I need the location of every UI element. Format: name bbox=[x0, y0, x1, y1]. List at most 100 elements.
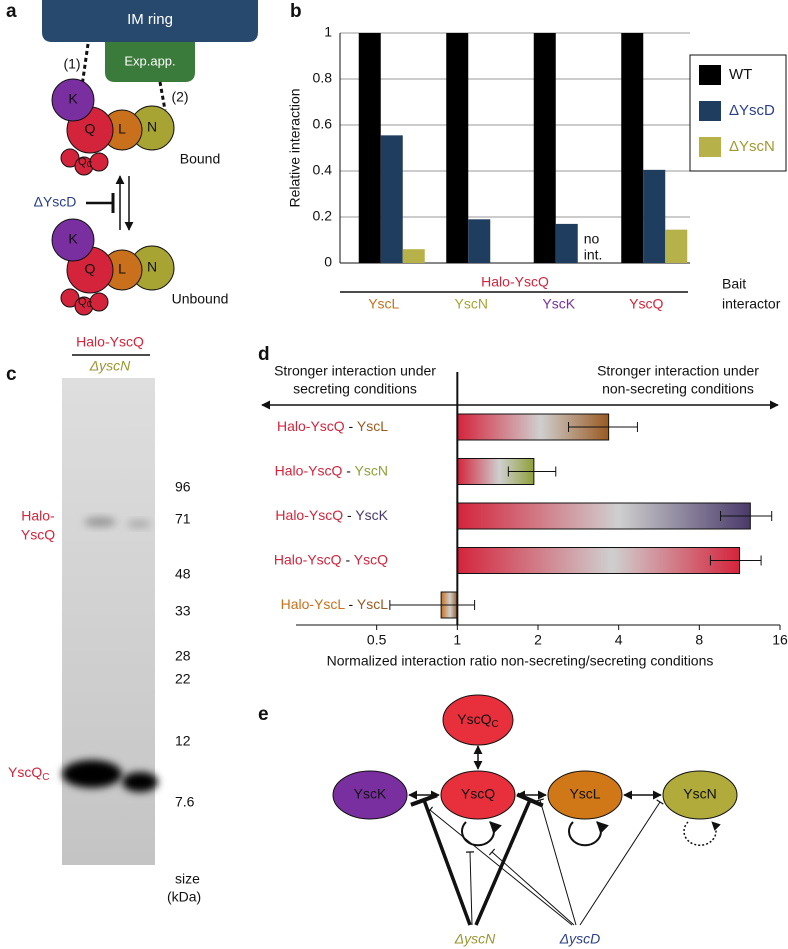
band-label: YscQ bbox=[21, 527, 55, 543]
protein-label: K bbox=[68, 91, 78, 107]
mutant-label: ΔyscN bbox=[454, 931, 496, 947]
state-label: Unbound bbox=[172, 291, 229, 307]
prey-label: YscL bbox=[357, 596, 388, 612]
link bbox=[78, 43, 90, 101]
marker-label: 12 bbox=[175, 733, 191, 749]
self-loop bbox=[683, 821, 721, 846]
annotation: int. bbox=[584, 247, 603, 263]
panel-label: d bbox=[258, 344, 270, 365]
protein-label: N bbox=[147, 259, 157, 275]
protein-label: L bbox=[118, 121, 126, 137]
bait-label: Halo-YscQ bbox=[277, 418, 345, 434]
x-tick-label: YscN bbox=[455, 296, 488, 312]
header: Stronger interaction under bbox=[274, 363, 436, 379]
node bbox=[662, 770, 738, 820]
node-label: YscL bbox=[569, 786, 600, 802]
legend-swatch bbox=[699, 137, 721, 157]
protein-label: Q bbox=[85, 121, 96, 137]
y-tick-label: 0 bbox=[324, 254, 332, 270]
y-tick-label: 0.6 bbox=[313, 116, 333, 132]
x-tick-label: YscK bbox=[542, 296, 575, 312]
marker-label: 33 bbox=[175, 603, 191, 619]
bar bbox=[446, 33, 469, 263]
panel-d: d Stronger interaction under secreting c… bbox=[258, 344, 788, 669]
row-label: interactor bbox=[722, 296, 781, 312]
bar bbox=[380, 135, 403, 263]
link-label: (1) bbox=[63, 56, 80, 72]
row-label: Halo-YscQ - YscL bbox=[277, 418, 388, 434]
marker-label: 96 bbox=[175, 479, 191, 495]
node bbox=[332, 770, 408, 820]
row-label: Bait bbox=[722, 276, 746, 292]
prey-label: YscK bbox=[355, 507, 388, 523]
y-tick-label: 0.2 bbox=[313, 208, 333, 224]
node bbox=[442, 694, 514, 746]
qc-text: Q bbox=[78, 156, 87, 168]
inhibition bbox=[410, 793, 472, 926]
protein-label: N bbox=[147, 119, 157, 135]
header: secreting conditions bbox=[293, 381, 417, 397]
legend-swatch bbox=[699, 101, 721, 121]
bar bbox=[643, 169, 666, 263]
separator: - bbox=[342, 462, 354, 478]
qc-label: QC bbox=[78, 156, 93, 169]
node-label: YscK bbox=[354, 786, 387, 802]
bar bbox=[621, 33, 644, 263]
qc-sub: C bbox=[87, 300, 93, 309]
y-tick-label: 1 bbox=[324, 24, 332, 40]
x-tick-label: 16 bbox=[772, 632, 788, 648]
bait-label: Halo-YscQ bbox=[274, 551, 342, 567]
bar bbox=[456, 547, 741, 574]
separator: - bbox=[343, 507, 355, 523]
mutant-label: ΔyscD bbox=[559, 931, 601, 947]
size-label: size bbox=[175, 871, 200, 887]
marker-label: 7.6 bbox=[175, 794, 195, 810]
panel-label: a bbox=[6, 1, 17, 22]
qc-sub: C bbox=[87, 160, 93, 169]
gel-band bbox=[127, 520, 151, 528]
legend-swatch bbox=[699, 65, 721, 85]
band-label-text: YscQ bbox=[8, 764, 42, 780]
node-label: YscN bbox=[683, 786, 716, 802]
prey-label: YscL bbox=[357, 418, 388, 434]
y-tick-label: 0.8 bbox=[313, 70, 333, 86]
gel-band bbox=[122, 772, 158, 792]
node-label-text: YscQ bbox=[457, 711, 491, 727]
qc-subunit bbox=[89, 292, 109, 312]
separator: - bbox=[345, 418, 357, 434]
panel-e: e YscQC YscK YscQ YscL YscN ΔyscN ΔyscD bbox=[258, 694, 738, 947]
protein bbox=[51, 78, 95, 122]
x-tick-label: 1 bbox=[453, 632, 461, 648]
node-label: YscQ bbox=[461, 786, 495, 802]
strain-label: ΔyscN bbox=[89, 358, 131, 374]
im-ring-label: IM ring bbox=[127, 11, 173, 28]
marker-label: 28 bbox=[175, 648, 191, 664]
marker-label: 71 bbox=[175, 511, 191, 527]
link-label: (2) bbox=[171, 89, 188, 105]
bar bbox=[456, 502, 751, 530]
self-loop bbox=[568, 821, 609, 847]
header: non-secreting conditions bbox=[602, 381, 754, 397]
legend-label: WT bbox=[729, 66, 752, 83]
y-axis-label: Relative interaction bbox=[287, 88, 303, 207]
marker-label: 48 bbox=[175, 566, 191, 582]
inhibition bbox=[579, 799, 664, 926]
inhibition bbox=[535, 798, 577, 926]
inhibition bbox=[488, 848, 575, 926]
protein bbox=[51, 218, 95, 262]
qc-subunit bbox=[89, 152, 109, 172]
panel-label: e bbox=[258, 704, 269, 725]
inhibition bbox=[427, 806, 573, 926]
mutant-label: ΔYscD bbox=[34, 194, 77, 210]
protein-label: L bbox=[118, 261, 126, 277]
inhibition bbox=[474, 792, 544, 926]
row-label: Halo-YscQ - YscN bbox=[275, 462, 388, 478]
marker-label: 22 bbox=[175, 671, 191, 687]
export-apparatus-label: Exp.app. bbox=[124, 53, 175, 68]
x-tick-label: 2 bbox=[534, 632, 542, 648]
markers: 96 71 48 33 28 22 12 7.6 bbox=[175, 479, 195, 810]
node-label-sub: C bbox=[492, 719, 499, 730]
